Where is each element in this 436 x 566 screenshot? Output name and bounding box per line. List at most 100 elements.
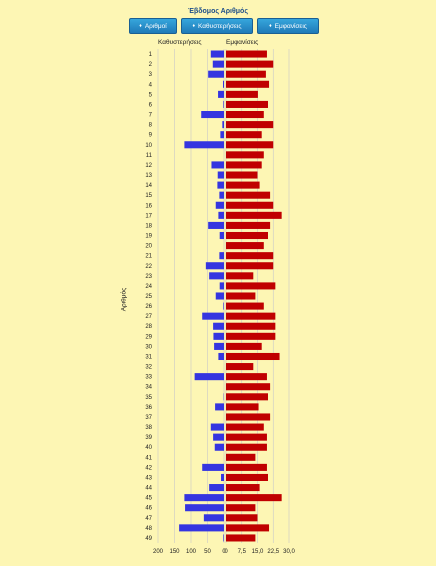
- delay-bar: [205, 262, 224, 270]
- category-label: 22: [145, 264, 152, 270]
- appearance-bar: [226, 332, 276, 340]
- delay-bar: [223, 302, 224, 310]
- appearance-bar: [226, 141, 274, 149]
- appearance-bar: [226, 514, 258, 522]
- category-label: 41: [145, 455, 152, 461]
- delay-tick-label: 100: [186, 549, 197, 555]
- category-label: 11: [146, 153, 153, 159]
- appearance-bar: [226, 252, 274, 260]
- appearance-bar: [226, 393, 268, 401]
- appearance-bar: [226, 151, 264, 159]
- appearance-bar: [226, 484, 260, 492]
- appearance-bar: [226, 272, 254, 280]
- updown-arrow-icon: ♦: [192, 23, 196, 29]
- category-label: 46: [145, 506, 152, 512]
- appearance-bar: [226, 121, 274, 129]
- category-label: 3: [149, 72, 153, 78]
- appearance-bar: [226, 322, 276, 330]
- delay-bar: [213, 433, 224, 441]
- category-label: 44: [145, 486, 152, 492]
- category-label: 30: [145, 344, 152, 350]
- delay-bar: [213, 322, 224, 330]
- delay-bar: [218, 90, 224, 98]
- delay-bar: [221, 473, 224, 481]
- delay-series-header: Καθυστερήσεις: [158, 39, 202, 46]
- appearance-bar: [226, 242, 264, 250]
- sort-by-appearance-label: Εμφανίσεις: [274, 22, 307, 30]
- category-label: 17: [145, 213, 152, 219]
- sort-by-delay-label: Καθυστερήσεις: [198, 22, 242, 30]
- delay-bar: [222, 121, 224, 129]
- category-label: 18: [145, 223, 152, 229]
- category-label: 10: [145, 143, 152, 149]
- appearance-bar: [226, 221, 271, 229]
- appearance-tick-label: 30,0: [283, 549, 295, 555]
- category-label: 1: [149, 52, 153, 58]
- category-label: 5: [149, 92, 153, 98]
- appearance-bar: [226, 312, 276, 320]
- delay-bar: [217, 171, 224, 179]
- delay-bar: [184, 494, 224, 502]
- delay-bar: [215, 201, 224, 209]
- appearance-bar: [226, 70, 266, 78]
- delay-bar: [220, 131, 224, 139]
- category-label: 48: [145, 526, 152, 532]
- appearance-bar: [226, 90, 258, 98]
- category-label: 21: [145, 254, 152, 260]
- sort-by-appearance-button[interactable]: ♦ Εμφανίσεις: [257, 18, 319, 34]
- appearance-bar: [226, 403, 259, 411]
- category-label: 47: [145, 516, 152, 522]
- category-label: 12: [145, 163, 152, 169]
- appearance-bar: [226, 131, 262, 139]
- appearance-tick-label: 0: [224, 549, 228, 555]
- sort-by-number-button[interactable]: ♦ Αριθμοί: [129, 18, 177, 34]
- delay-bar: [219, 231, 224, 240]
- sort-by-delay-button[interactable]: ♦ Καθυστερήσεις: [181, 18, 253, 34]
- delay-bar: [217, 181, 224, 189]
- delay-bar: [223, 534, 224, 542]
- appearance-bar: [226, 473, 268, 481]
- delay-bar: [202, 463, 224, 471]
- delay-bar: [218, 352, 224, 361]
- appearance-bar: [226, 171, 258, 179]
- appearance-bar: [226, 100, 268, 108]
- category-label: 34: [145, 385, 152, 391]
- delay-bar: [201, 111, 224, 119]
- category-label: 20: [145, 244, 152, 250]
- category-label: 25: [145, 294, 152, 300]
- category-label: 2: [149, 62, 153, 68]
- sort-by-number-label: Αριθμοί: [144, 22, 167, 30]
- delay-bar: [210, 50, 224, 58]
- category-label: 42: [145, 465, 152, 471]
- appearance-bar: [226, 352, 280, 361]
- category-label: 13: [145, 173, 152, 179]
- delay-bar: [219, 252, 224, 260]
- delay-bar: [194, 373, 224, 381]
- appearance-bar: [226, 50, 267, 58]
- appearance-bar: [226, 504, 256, 512]
- appearance-bar: [226, 161, 262, 169]
- category-label: 29: [145, 334, 152, 340]
- delay-tick-label: 200: [153, 549, 164, 555]
- appearance-bar: [226, 111, 264, 119]
- delay-bar: [209, 272, 224, 280]
- appearance-bar: [226, 60, 274, 68]
- appearance-bar: [226, 453, 256, 461]
- appearance-bar: [226, 231, 268, 240]
- delay-bar: [214, 342, 224, 350]
- appearance-tick-label: 15,0: [252, 549, 264, 555]
- delay-bar: [211, 161, 224, 169]
- appearance-tick-label: 7,5: [238, 549, 247, 555]
- appearance-bar: [226, 80, 270, 88]
- appearance-bar: [226, 524, 270, 532]
- category-label: 37: [145, 415, 152, 421]
- appearance-bar: [226, 443, 267, 451]
- category-label: 24: [145, 284, 152, 290]
- category-label: 45: [145, 496, 152, 502]
- appearance-bar: [226, 302, 264, 310]
- delay-tick-label: 0: [222, 549, 226, 555]
- updown-arrow-icon: ♦: [139, 23, 142, 29]
- category-label: 23: [145, 274, 152, 280]
- appearance-series-header: Εμφανίσεις: [226, 39, 259, 46]
